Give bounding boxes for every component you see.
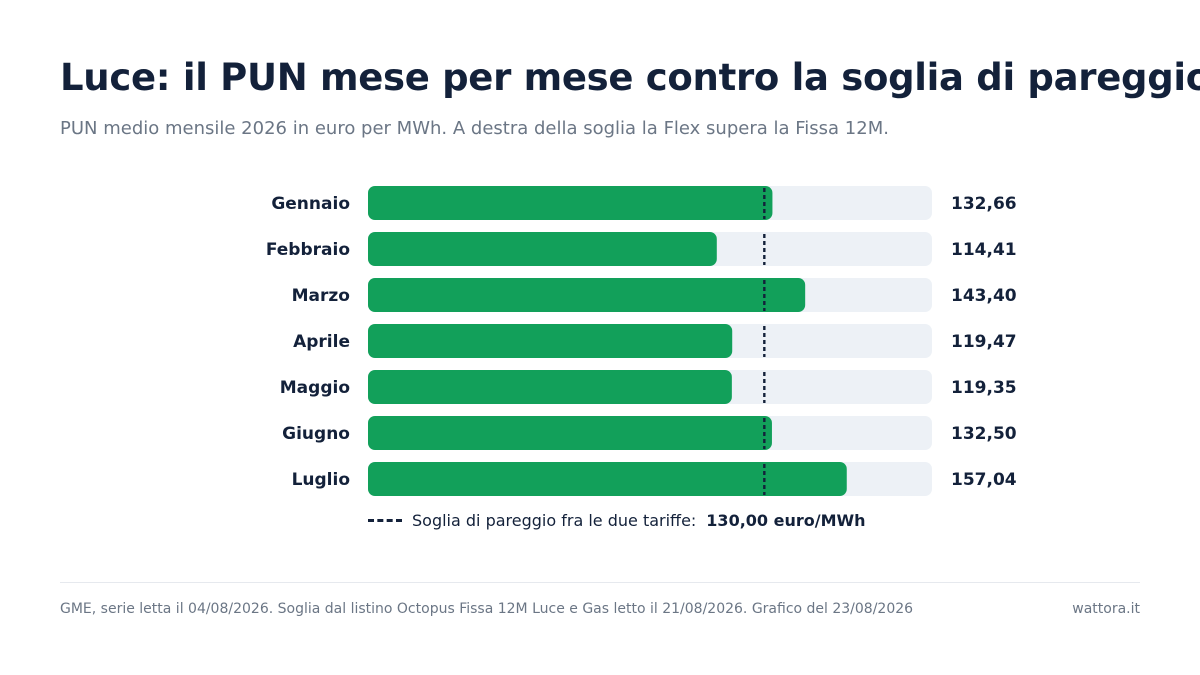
- value-label: 132,66: [951, 194, 1017, 214]
- value-label: 114,41: [951, 240, 1017, 260]
- category-label: Giugno: [282, 424, 350, 444]
- category-label: Aprile: [293, 332, 350, 352]
- chart-subtitle: PUN medio mensile 2026 in euro per MWh. …: [60, 118, 889, 139]
- bar-gennaio: [368, 186, 773, 220]
- bar-giugno: [368, 416, 772, 450]
- value-label: 132,50: [951, 424, 1017, 444]
- category-label: Febbraio: [266, 240, 350, 260]
- category-label: Luglio: [292, 470, 350, 490]
- value-label: 119,47: [951, 332, 1017, 352]
- bar-febbraio: [368, 232, 717, 266]
- bar-maggio: [368, 370, 732, 404]
- legend-label: Soglia di pareggio fra le due tariffe:: [412, 511, 697, 530]
- category-label: Maggio: [280, 378, 350, 398]
- category-label: Gennaio: [271, 194, 350, 214]
- value-label: 143,40: [951, 286, 1017, 306]
- bar-aprile: [368, 324, 733, 358]
- threshold-legend: Soglia di pareggio fra le due tariffe: 1…: [368, 511, 866, 530]
- dashed-line-icon: [368, 519, 402, 522]
- category-label: Marzo: [292, 286, 350, 306]
- value-label: 157,04: [951, 470, 1017, 490]
- bar-chart: Gennaio 132,66 Febbraio 114,41 Marzo 143,40 Ap…: [266, 186, 1017, 496]
- value-label: 119,35: [951, 378, 1017, 398]
- footer-divider: [60, 582, 1140, 583]
- bar-marzo: [368, 278, 806, 312]
- footer-brand: wattora.it: [1072, 601, 1140, 617]
- chart-title: Luce: il PUN mese per mese contro la sog…: [60, 56, 1200, 99]
- bar-luglio: [368, 462, 847, 496]
- legend-value: 130,00 euro/MWh: [706, 511, 866, 530]
- footer-source: GME, serie letta il 04/08/2026. Soglia d…: [60, 601, 914, 617]
